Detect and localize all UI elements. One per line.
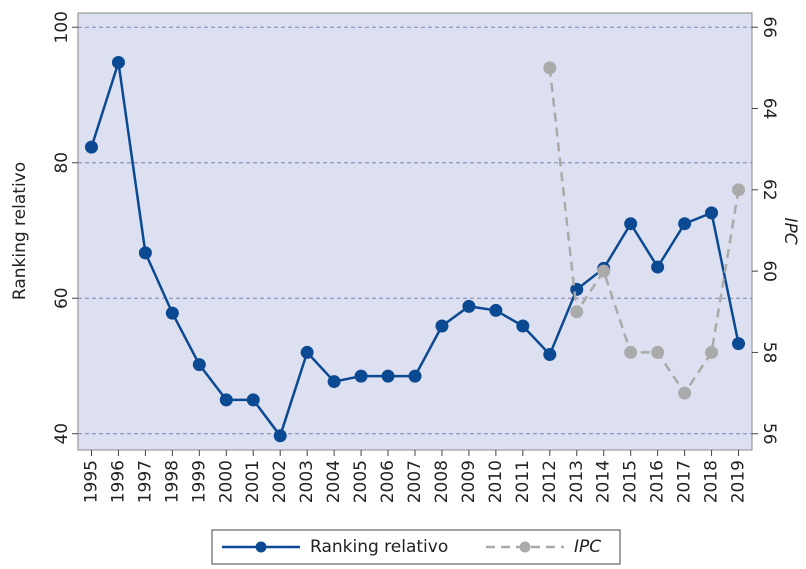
data-point [543,61,557,75]
x-tick-label: 1996 [108,460,128,503]
legend-label: Ranking relativo [310,537,448,557]
data-point [462,299,476,313]
data-point [327,375,341,389]
x-tick-label: 2012 [540,460,560,503]
x-tick-label: 2015 [621,460,641,503]
data-point [678,386,692,400]
data-point [381,369,395,383]
data-point [705,206,719,220]
x-tick-label: 1995 [81,460,101,503]
data-point [354,369,368,383]
y2-tick-label: 60 [759,260,779,282]
x-tick-label: 2007 [405,460,425,503]
y-tick-label: 40 [52,423,72,445]
y2-tick-label: 66 [759,16,779,38]
y2-tick-label: 62 [759,179,779,201]
data-point [732,183,746,197]
data-point [570,305,584,319]
x-tick-label: 1998 [162,460,182,503]
data-point [435,319,449,333]
x-tick-label: 2006 [378,460,398,503]
x-tick-label: 2002 [270,460,290,503]
x-tick-label: 2018 [702,460,722,503]
y-tick-label: 60 [52,287,72,309]
data-point [570,282,584,296]
legend-marker [255,541,267,553]
x-tick-label: 1999 [189,460,209,503]
x-tick-label: 2011 [513,460,533,503]
data-point [246,393,260,407]
y2-tick-label: 58 [759,342,779,364]
plot-area [77,12,753,451]
y-tick-label: 100 [52,11,72,43]
data-point [624,217,638,231]
y2-tick-label: 56 [759,423,779,445]
x-tick-label: 1997 [135,460,155,503]
y2-axis-title: IPC [780,217,800,244]
data-point [705,345,719,359]
data-point [111,55,125,69]
data-point [165,306,179,320]
data-point [651,345,665,359]
x-tick-label: 2017 [675,460,695,503]
x-tick-label: 2001 [243,460,263,503]
x-tick-label: 2005 [351,460,371,503]
data-point [138,246,152,260]
data-point [624,345,638,359]
data-point [597,264,611,278]
data-point [678,217,692,231]
data-point [516,319,530,333]
data-point [489,303,503,317]
legend-marker [519,541,531,553]
x-tick-label: 2013 [567,460,587,503]
data-point [273,429,287,443]
x-tick-label: 2000 [216,460,236,503]
data-point [651,260,665,274]
data-point [219,393,233,407]
data-point [408,369,422,383]
y-tick-label: 80 [52,152,72,174]
x-tick-label: 2016 [648,460,668,503]
x-tick-label: 2019 [729,460,749,503]
y2-tick-label: 64 [759,98,779,120]
data-point [732,337,746,351]
series-line [548,67,740,396]
x-tick-label: 2008 [432,460,452,503]
data-point [300,345,314,359]
data-point [84,140,98,154]
x-tick-label: 2010 [486,460,506,503]
x-tick-label: 2003 [297,460,317,503]
x-tick-label: 2014 [594,460,614,503]
y-axis-title: Ranking relativo [10,162,30,300]
x-tick-label: 2004 [324,460,344,503]
data-point [192,358,206,372]
legend-label: IPC [574,537,601,557]
x-tick-label: 2009 [459,460,479,503]
data-point [543,347,557,361]
